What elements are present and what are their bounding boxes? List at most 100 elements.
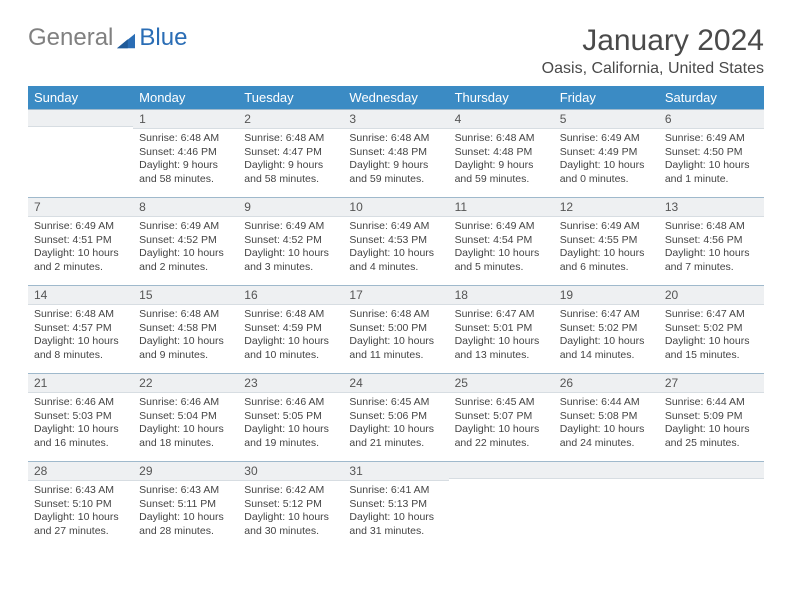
day-body: Sunrise: 6:45 AMSunset: 5:07 PMDaylight:…	[449, 393, 554, 456]
day-line: and 11 minutes.	[349, 349, 442, 362]
day-line: and 27 minutes.	[34, 525, 127, 538]
day-line: and 2 minutes.	[34, 261, 127, 274]
day-line: Daylight: 10 hours	[244, 511, 337, 524]
day-line: and 28 minutes.	[139, 525, 232, 538]
day-number	[554, 461, 659, 479]
day-number: 30	[238, 461, 343, 481]
day-line: Sunrise: 6:42 AM	[244, 484, 337, 497]
weekday-header: Wednesday	[343, 86, 448, 109]
day-number: 24	[343, 373, 448, 393]
day-line: and 59 minutes.	[349, 173, 442, 186]
day-line: Daylight: 9 hours	[139, 159, 232, 172]
day-line: and 31 minutes.	[349, 525, 442, 538]
day-number: 14	[28, 285, 133, 305]
day-line: and 2 minutes.	[139, 261, 232, 274]
day-body: Sunrise: 6:48 AMSunset: 5:00 PMDaylight:…	[343, 305, 448, 368]
day-body: Sunrise: 6:44 AMSunset: 5:09 PMDaylight:…	[659, 393, 764, 456]
day-line: Sunset: 5:04 PM	[139, 410, 232, 423]
calendar-table: SundayMondayTuesdayWednesdayThursdayFrid…	[28, 86, 764, 549]
day-number: 21	[28, 373, 133, 393]
day-number: 25	[449, 373, 554, 393]
calendar-cell: 13Sunrise: 6:48 AMSunset: 4:56 PMDayligh…	[659, 197, 764, 285]
day-line: and 24 minutes.	[560, 437, 653, 450]
day-body: Sunrise: 6:48 AMSunset: 4:57 PMDaylight:…	[28, 305, 133, 368]
day-number: 26	[554, 373, 659, 393]
calendar-cell	[28, 109, 133, 197]
day-number: 16	[238, 285, 343, 305]
day-line: Sunrise: 6:45 AM	[349, 396, 442, 409]
day-body: Sunrise: 6:43 AMSunset: 5:10 PMDaylight:…	[28, 481, 133, 544]
day-number: 4	[449, 109, 554, 129]
day-line: Daylight: 10 hours	[455, 335, 548, 348]
day-line: Daylight: 10 hours	[665, 335, 758, 348]
day-line: Daylight: 10 hours	[349, 247, 442, 260]
day-line: and 59 minutes.	[455, 173, 548, 186]
day-number: 15	[133, 285, 238, 305]
day-line: and 30 minutes.	[244, 525, 337, 538]
day-line: Sunrise: 6:48 AM	[244, 132, 337, 145]
day-line: Sunrise: 6:48 AM	[349, 308, 442, 321]
day-line: Sunset: 4:48 PM	[455, 146, 548, 159]
day-line: and 58 minutes.	[139, 173, 232, 186]
calendar-cell: 26Sunrise: 6:44 AMSunset: 5:08 PMDayligh…	[554, 373, 659, 461]
day-line: Sunrise: 6:49 AM	[665, 132, 758, 145]
day-body: Sunrise: 6:49 AMSunset: 4:53 PMDaylight:…	[343, 217, 448, 280]
location-subtitle: Oasis, California, United States	[542, 60, 764, 78]
calendar-cell: 27Sunrise: 6:44 AMSunset: 5:09 PMDayligh…	[659, 373, 764, 461]
day-line: and 18 minutes.	[139, 437, 232, 450]
day-number	[28, 109, 133, 127]
day-line: and 5 minutes.	[455, 261, 548, 274]
calendar-cell: 4Sunrise: 6:48 AMSunset: 4:48 PMDaylight…	[449, 109, 554, 197]
day-line: Sunrise: 6:44 AM	[560, 396, 653, 409]
day-line: Daylight: 10 hours	[560, 159, 653, 172]
day-number: 7	[28, 197, 133, 217]
calendar-cell	[659, 461, 764, 549]
day-body: Sunrise: 6:48 AMSunset: 4:46 PMDaylight:…	[133, 129, 238, 192]
day-line: Daylight: 10 hours	[244, 335, 337, 348]
day-body: Sunrise: 6:45 AMSunset: 5:06 PMDaylight:…	[343, 393, 448, 456]
day-number: 27	[659, 373, 764, 393]
day-line: Sunset: 4:51 PM	[34, 234, 127, 247]
day-body: Sunrise: 6:47 AMSunset: 5:01 PMDaylight:…	[449, 305, 554, 368]
day-number: 29	[133, 461, 238, 481]
day-body: Sunrise: 6:46 AMSunset: 5:03 PMDaylight:…	[28, 393, 133, 456]
calendar-cell: 7Sunrise: 6:49 AMSunset: 4:51 PMDaylight…	[28, 197, 133, 285]
day-line: Sunset: 4:52 PM	[244, 234, 337, 247]
day-line: Daylight: 10 hours	[34, 247, 127, 260]
calendar-cell: 20Sunrise: 6:47 AMSunset: 5:02 PMDayligh…	[659, 285, 764, 373]
day-line: Sunrise: 6:49 AM	[455, 220, 548, 233]
calendar-cell: 2Sunrise: 6:48 AMSunset: 4:47 PMDaylight…	[238, 109, 343, 197]
day-line: and 14 minutes.	[560, 349, 653, 362]
day-line: Sunset: 4:53 PM	[349, 234, 442, 247]
day-line: Daylight: 10 hours	[34, 423, 127, 436]
calendar-cell: 19Sunrise: 6:47 AMSunset: 5:02 PMDayligh…	[554, 285, 659, 373]
calendar-cell: 29Sunrise: 6:43 AMSunset: 5:11 PMDayligh…	[133, 461, 238, 549]
day-number	[449, 461, 554, 479]
logo-text-part2: Blue	[139, 24, 187, 52]
day-line: Daylight: 10 hours	[560, 335, 653, 348]
calendar-week-row: 21Sunrise: 6:46 AMSunset: 5:03 PMDayligh…	[28, 373, 764, 461]
weekday-header: Thursday	[449, 86, 554, 109]
calendar-cell: 23Sunrise: 6:46 AMSunset: 5:05 PMDayligh…	[238, 373, 343, 461]
day-line: Sunrise: 6:47 AM	[560, 308, 653, 321]
day-line: Sunrise: 6:48 AM	[34, 308, 127, 321]
calendar-cell: 16Sunrise: 6:48 AMSunset: 4:59 PMDayligh…	[238, 285, 343, 373]
calendar-cell: 17Sunrise: 6:48 AMSunset: 5:00 PMDayligh…	[343, 285, 448, 373]
day-line: Sunset: 5:09 PM	[665, 410, 758, 423]
calendar-cell: 22Sunrise: 6:46 AMSunset: 5:04 PMDayligh…	[133, 373, 238, 461]
month-title: January 2024	[542, 24, 764, 58]
calendar-cell	[554, 461, 659, 549]
calendar-cell: 11Sunrise: 6:49 AMSunset: 4:54 PMDayligh…	[449, 197, 554, 285]
day-line: Daylight: 10 hours	[455, 247, 548, 260]
day-line: and 1 minute.	[665, 173, 758, 186]
day-body: Sunrise: 6:46 AMSunset: 5:04 PMDaylight:…	[133, 393, 238, 456]
day-number: 12	[554, 197, 659, 217]
day-line: Sunset: 5:07 PM	[455, 410, 548, 423]
day-line: Sunset: 5:13 PM	[349, 498, 442, 511]
day-body: Sunrise: 6:49 AMSunset: 4:55 PMDaylight:…	[554, 217, 659, 280]
day-line: Sunset: 5:11 PM	[139, 498, 232, 511]
calendar-cell: 31Sunrise: 6:41 AMSunset: 5:13 PMDayligh…	[343, 461, 448, 549]
day-body: Sunrise: 6:49 AMSunset: 4:49 PMDaylight:…	[554, 129, 659, 192]
day-line: Sunset: 5:02 PM	[665, 322, 758, 335]
calendar-cell: 21Sunrise: 6:46 AMSunset: 5:03 PMDayligh…	[28, 373, 133, 461]
